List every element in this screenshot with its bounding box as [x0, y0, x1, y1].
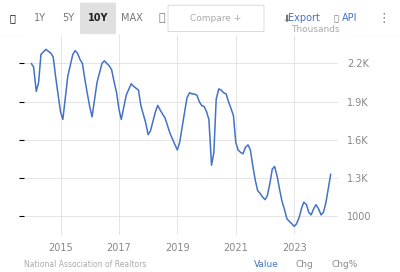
Text: ⋮: ⋮: [378, 12, 390, 25]
Text: Thousands: Thousands: [291, 25, 340, 34]
Text: 〜: 〜: [159, 13, 165, 23]
Text: API: API: [342, 13, 358, 23]
Text: 📅: 📅: [9, 13, 15, 23]
Text: MAX: MAX: [121, 13, 143, 23]
Text: Chg%: Chg%: [332, 260, 358, 269]
Text: 5Y: 5Y: [62, 13, 74, 23]
FancyBboxPatch shape: [168, 5, 264, 32]
Text: ⬇: ⬇: [282, 13, 290, 23]
Text: 1Y: 1Y: [34, 13, 46, 23]
Text: 🗄: 🗄: [334, 14, 338, 23]
Text: Export: Export: [288, 13, 320, 23]
Text: Value: Value: [254, 260, 279, 269]
Text: Compare +: Compare +: [190, 14, 242, 23]
Text: National Association of Realtors: National Association of Realtors: [24, 260, 146, 269]
FancyBboxPatch shape: [80, 2, 116, 34]
Text: Chg: Chg: [296, 260, 314, 269]
Text: 10Y: 10Y: [88, 13, 108, 23]
